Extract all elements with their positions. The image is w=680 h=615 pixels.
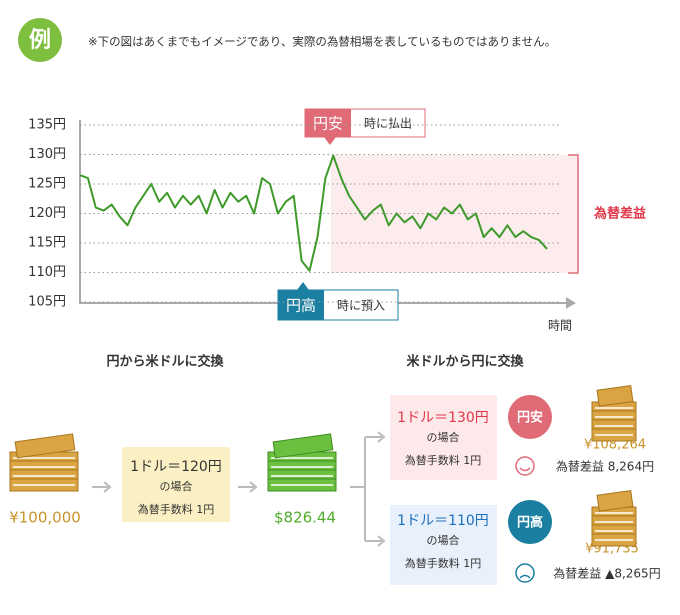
- bill-top: [272, 433, 334, 459]
- section-title: 米ドルから円に交換: [406, 354, 524, 370]
- bill-top: [596, 490, 634, 512]
- callout-badge: [305, 109, 351, 137]
- result: 為替差益 ▲8,265円: [553, 567, 660, 581]
- rate: 1ドル＝110円: [397, 513, 489, 529]
- high-text: 時に払出: [364, 117, 412, 131]
- smile-mouth: [519, 467, 531, 472]
- y-tick-label: 130円: [28, 147, 66, 162]
- sad-mouth: [519, 574, 531, 579]
- low-badge: 円高: [286, 297, 316, 315]
- badge-circle: [508, 395, 552, 439]
- badge-circle: [18, 18, 62, 62]
- arrow: [238, 481, 258, 493]
- x-label: 時間: [548, 319, 572, 333]
- money-icon: [267, 433, 337, 492]
- price-line: [79, 154, 548, 272]
- bill-top: [14, 433, 76, 459]
- gain-bracket: [568, 154, 579, 274]
- money-icon: [591, 385, 637, 442]
- bill-top: [596, 385, 634, 407]
- y-tick-label: 115円: [28, 236, 66, 251]
- fee: 為替手数料 1円: [138, 502, 215, 516]
- y-tick-label: 110円: [28, 265, 66, 280]
- callout-pointer: [297, 282, 309, 290]
- rate-box: [390, 395, 497, 480]
- sad-face: [515, 563, 535, 583]
- rate: 1ドル＝120円: [130, 459, 222, 475]
- money-icon: [591, 490, 637, 547]
- case: の場合: [427, 533, 460, 547]
- chart: 為替差益 時間 円安 時に払出 円高 時に預入 105円 110円 115円 120円…: [28, 108, 646, 333]
- dollar-amount: $826.44: [274, 509, 336, 527]
- y-tick-label: 125円: [28, 177, 66, 192]
- fee: 為替手数料 1円: [405, 453, 482, 467]
- rate: 1ドル＝130円: [397, 410, 489, 426]
- branch-arrow: [350, 431, 386, 547]
- money-icon: [9, 433, 79, 492]
- strong-badge: 円高: [517, 515, 543, 531]
- smile-face: [515, 456, 535, 476]
- note: ※下の図はあくまでもイメージであり、実際の為替相場を表しているものではありません…: [88, 35, 556, 49]
- gain-label: 為替差益: [594, 206, 646, 222]
- case: の場合: [427, 430, 460, 444]
- high-badge: 円安: [313, 115, 343, 133]
- fee: 為替手数料 1円: [405, 556, 482, 570]
- badge: 例: [29, 28, 51, 53]
- start-amount: ¥100,000: [9, 509, 81, 527]
- callout-badge: [278, 290, 324, 320]
- rate-box: [122, 447, 230, 522]
- y-tick-label: 105円: [28, 295, 66, 310]
- flow: 円から米ドルに交換 米ドルから円に交換 ¥100,000 1ドル＝120円 の場…: [9, 354, 661, 585]
- section-title: 円から米ドルに交換: [106, 354, 224, 370]
- arrow: [92, 481, 112, 493]
- y-tick-label: 135円: [28, 118, 66, 133]
- case: の場合: [160, 479, 193, 493]
- y-tick-label: 120円: [28, 206, 66, 221]
- badge-circle: [508, 500, 552, 544]
- x-arrow: [566, 297, 576, 309]
- weak-badge: 円安: [517, 410, 543, 426]
- callout-pointer: [324, 137, 336, 145]
- result: 為替差益 8,264円: [556, 460, 654, 474]
- low-text: 時に預入: [337, 299, 385, 313]
- rate-box: [390, 505, 497, 585]
